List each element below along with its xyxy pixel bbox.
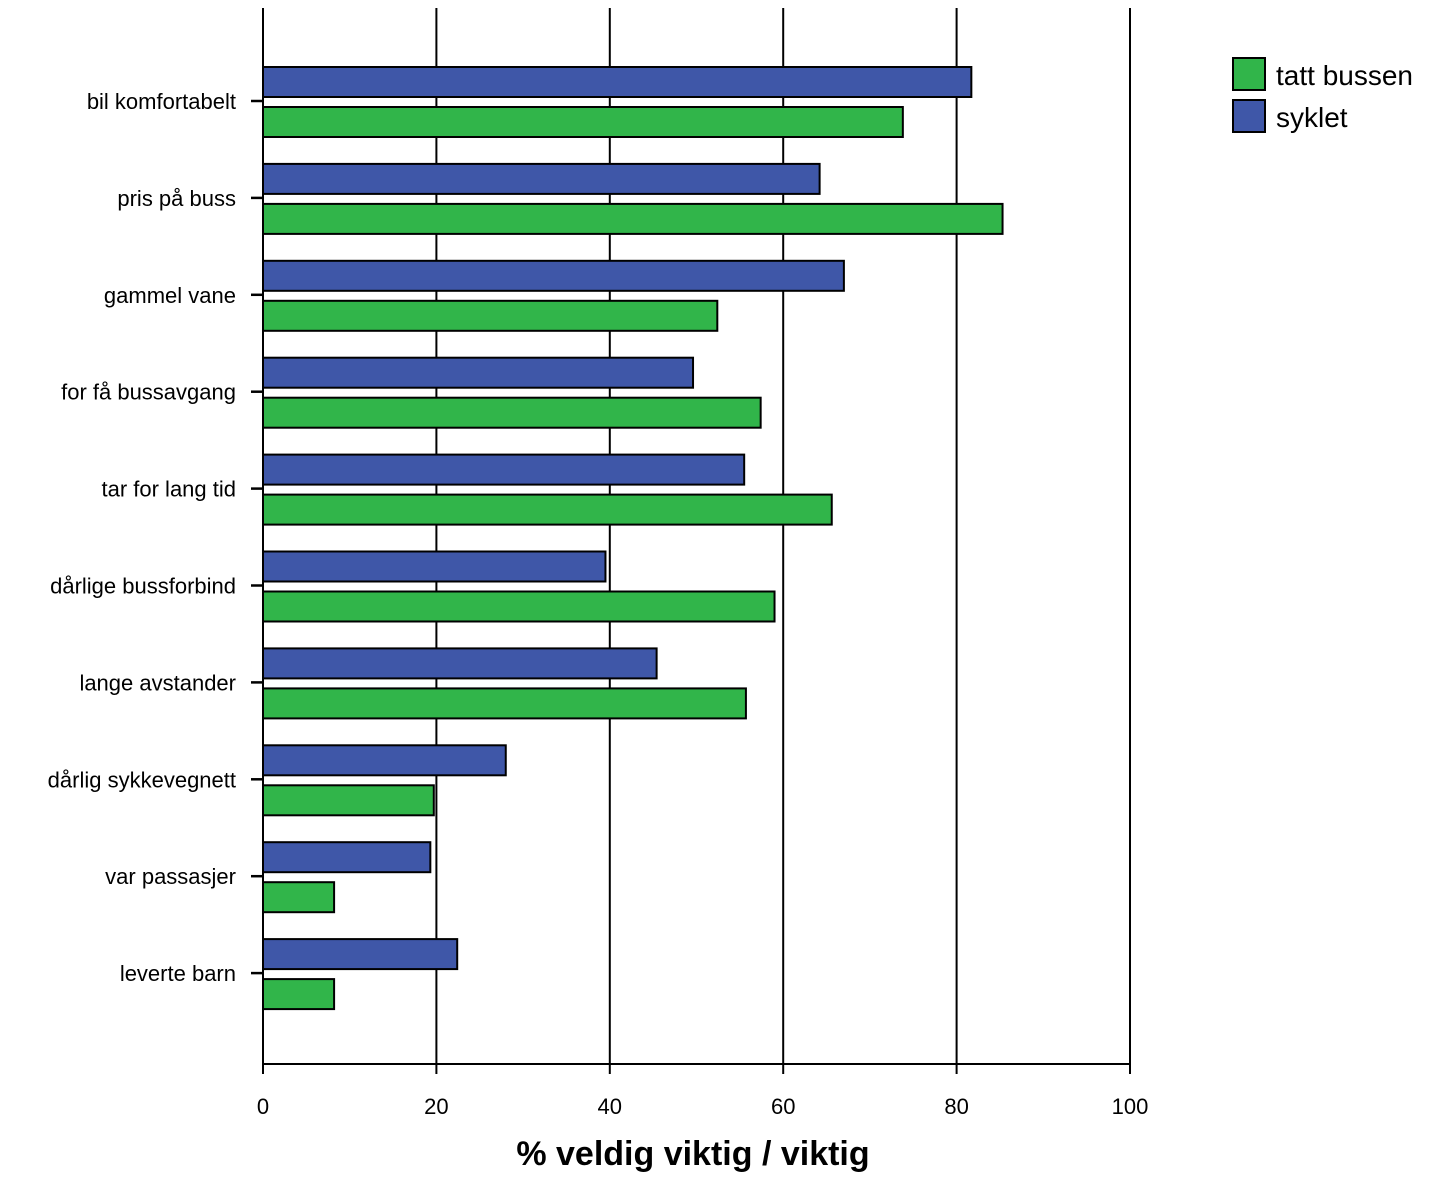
bars-layer — [262, 66, 1004, 1011]
category-label-pris-p-buss: pris på buss — [117, 186, 236, 211]
bar-syklet-d-rlige-bussforbind — [262, 550, 607, 583]
x-tick-label-40: 40 — [598, 1094, 622, 1119]
category-label-tar-for-lang-tid: tar for lang tid — [101, 477, 236, 502]
bar-tatt-bussen-d-rlig-sykkevegnett — [262, 784, 435, 817]
bar-tatt-bussen-var-passasjer — [262, 881, 336, 914]
bar-tatt-bussen-tar-for-lang-tid — [262, 493, 833, 526]
x-tick-label-60: 60 — [771, 1094, 795, 1119]
legend-swatch-syklet — [1232, 99, 1266, 133]
legend-swatch-tatt-bussen — [1232, 57, 1266, 91]
category-label-d-rlig-sykkevegnett: dårlig sykkevegnett — [48, 767, 236, 792]
bar-tatt-bussen-pris-p-buss — [262, 202, 1004, 235]
legend-label-tatt-bussen: tatt bussen — [1276, 60, 1413, 91]
legend: tatt bussen syklet — [1232, 57, 1413, 133]
x-tick-label-0: 0 — [257, 1094, 269, 1119]
bar-syklet-for-f-bussavgang — [262, 356, 695, 389]
bar-tatt-bussen-d-rlige-bussforbind — [262, 590, 776, 623]
category-label-gammel-vane: gammel vane — [104, 283, 236, 308]
bar-tatt-bussen-leverte-barn — [262, 978, 336, 1011]
labels-layer: 0 20 40 60 80 100 bil komfortabelt pris på buss… — [48, 89, 1149, 1119]
x-axis-title: % veldig viktig / viktig — [516, 1135, 869, 1173]
bar-syklet-bil-komfortabelt — [262, 66, 973, 98]
bar-syklet-lange-avstander — [262, 647, 658, 680]
bar-syklet-leverte-barn — [262, 938, 459, 971]
bar-tatt-bussen-gammel-vane — [262, 299, 719, 332]
bar-syklet-d-rlig-sykkevegnett — [262, 744, 507, 777]
legend-label-syklet: syklet — [1276, 102, 1348, 133]
bar-tatt-bussen-for-f-bussavgang — [262, 396, 762, 429]
category-label-var-passasjer: var passasjer — [105, 864, 236, 889]
x-tick-label-80: 80 — [944, 1094, 968, 1119]
bar-syklet-tar-for-lang-tid — [262, 453, 746, 486]
category-label-d-rlige-bussforbind: dårlige bussforbind — [50, 574, 236, 599]
x-tick-label-20: 20 — [424, 1094, 448, 1119]
category-label-leverte-barn: leverte barn — [120, 961, 236, 986]
bar-tatt-bussen-bil-komfortabelt — [262, 106, 904, 138]
axes-layer — [251, 8, 1131, 1074]
category-label-for-f-bussavgang: for få bussavgang — [61, 380, 236, 405]
bar-syklet-pris-p-buss — [262, 162, 821, 195]
category-label-bil-komfortabelt: bil komfortabelt — [87, 89, 236, 114]
bar-syklet-gammel-vane — [262, 259, 845, 292]
category-label-lange-avstander: lange avstander — [79, 670, 236, 695]
bar-syklet-var-passasjer — [262, 841, 432, 874]
bar-tatt-bussen-lange-avstander — [262, 687, 747, 720]
x-tick-label-100: 100 — [1112, 1094, 1149, 1119]
